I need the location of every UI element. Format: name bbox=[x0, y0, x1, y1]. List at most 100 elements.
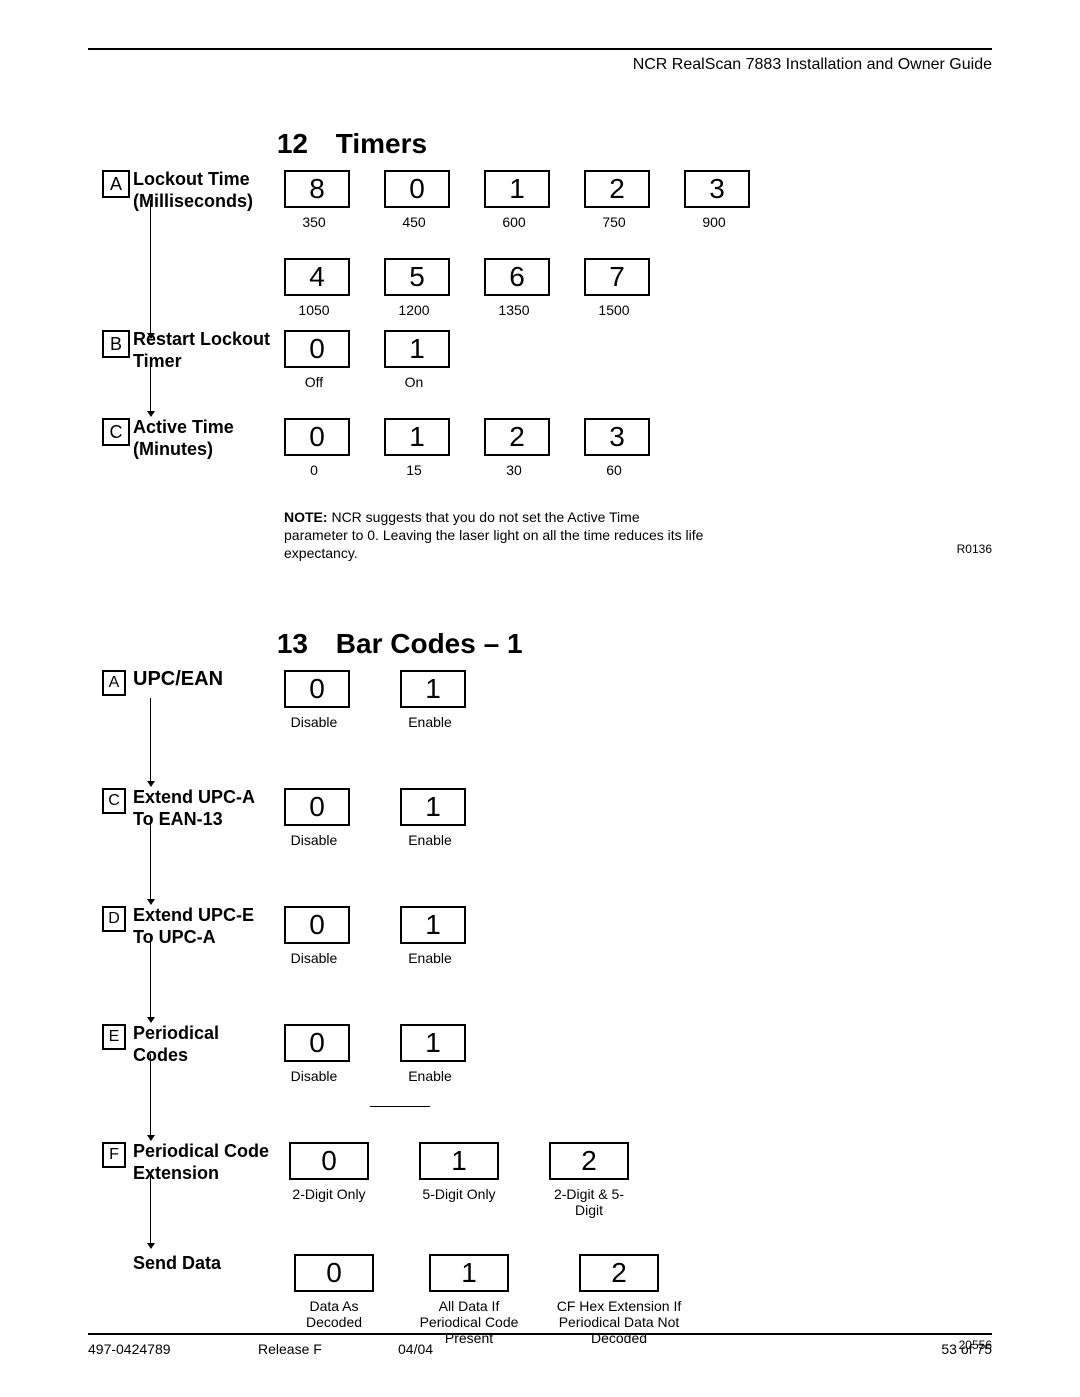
opt-sub: 5-Digit Only bbox=[414, 1180, 504, 1202]
connector bbox=[150, 936, 151, 1022]
opt-sub: 2-Digit & 5-Digit bbox=[544, 1180, 634, 1218]
footer-page: 53 of 75 bbox=[538, 1341, 992, 1357]
section-12-B-label: Restart Lockout Timer bbox=[133, 328, 278, 372]
opt-box: 1 bbox=[384, 418, 450, 456]
section-13-F-label: Periodical Code Extension bbox=[133, 1140, 278, 1184]
opt-sub: 1500 bbox=[584, 296, 644, 318]
section-13-name: Bar Codes – 1 bbox=[316, 628, 523, 659]
section-13-A-label: UPC/EAN bbox=[133, 668, 278, 690]
section-12-note-block: NOTE: NCR suggests that you do not set t… bbox=[284, 508, 704, 562]
opt-sub: 30 bbox=[484, 456, 544, 478]
section-12-A-options-line1: 8350 0450 1600 2750 3900 bbox=[284, 170, 744, 230]
opt-sub: 1200 bbox=[384, 296, 444, 318]
note-bold: NOTE: bbox=[284, 509, 328, 525]
opt-sub: Disable bbox=[284, 944, 344, 966]
opt-sub: Enable bbox=[400, 1062, 460, 1084]
footer-release: Release F bbox=[258, 1341, 398, 1357]
section-12-A-options-line2: 41050 51200 61350 71500 bbox=[284, 258, 644, 318]
note-text: NCR suggests that you do not set the Act… bbox=[284, 509, 703, 561]
header-text: NCR RealScan 7883 Installation and Owner… bbox=[88, 50, 992, 74]
section-13-A-options: 0Disable 1Enable bbox=[284, 670, 460, 730]
opt-sub: Data As Decoded bbox=[284, 1292, 384, 1330]
opt-sub: 600 bbox=[484, 208, 544, 230]
opt-sub: 350 bbox=[284, 208, 344, 230]
section-12-title: 12 Timers bbox=[248, 128, 427, 160]
section-12-C-options: 00 115 230 360 bbox=[284, 418, 644, 478]
section-13-D-letter: D bbox=[102, 906, 126, 932]
opt-box: 1 bbox=[429, 1254, 509, 1292]
opt-box: 0 bbox=[289, 1142, 369, 1180]
opt-box: 2 bbox=[549, 1142, 629, 1180]
section-13-C-options: 0Disable 1Enable bbox=[284, 788, 460, 848]
section-12-A-letter: A bbox=[102, 170, 130, 198]
opt-box: 1 bbox=[400, 1024, 466, 1062]
opt-sub: 1050 bbox=[284, 296, 344, 318]
footer-date: 04/04 bbox=[398, 1341, 538, 1357]
connector bbox=[150, 818, 151, 904]
opt-box: 0 bbox=[284, 330, 350, 368]
section-12-num: 12 bbox=[248, 128, 308, 160]
opt-sub: Disable bbox=[284, 708, 344, 730]
page-footer: 497-0424789 Release F 04/04 53 of 75 bbox=[88, 1333, 992, 1357]
opt-box: 3 bbox=[584, 418, 650, 456]
section-13-C-label: Extend UPC-A To EAN-13 bbox=[133, 786, 278, 830]
section-12-C-label: Active Time (Minutes) bbox=[133, 416, 278, 460]
opt-sub: 450 bbox=[384, 208, 444, 230]
opt-box: 0 bbox=[284, 418, 350, 456]
opt-box: 7 bbox=[584, 258, 650, 296]
section-12-name: Timers bbox=[316, 128, 427, 159]
opt-sub: Enable bbox=[400, 826, 460, 848]
section-13-SD-label: Send Data bbox=[133, 1252, 278, 1274]
section-13-title: 13 Bar Codes – 1 bbox=[248, 628, 523, 660]
opt-sub: 2-Digit Only bbox=[284, 1180, 374, 1202]
opt-box: 0 bbox=[294, 1254, 374, 1292]
section-13-C-letter: C bbox=[102, 788, 126, 814]
section-12-B-letter: B bbox=[102, 330, 130, 358]
opt-sub: 1350 bbox=[484, 296, 544, 318]
opt-box: 2 bbox=[584, 170, 650, 208]
opt-box: 8 bbox=[284, 170, 350, 208]
section-13-D-options: 0Disable 1Enable bbox=[284, 906, 460, 966]
opt-box: 4 bbox=[284, 258, 350, 296]
opt-sub: Off bbox=[284, 368, 344, 390]
opt-sub: Enable bbox=[400, 708, 460, 730]
connector bbox=[150, 698, 151, 786]
section-13-F-options: 02-Digit Only 15-Digit Only 22-Digit & 5… bbox=[284, 1142, 634, 1218]
opt-sub: 900 bbox=[684, 208, 744, 230]
section-13-D-label: Extend UPC-E To UPC-A bbox=[133, 904, 278, 948]
opt-box: 0 bbox=[284, 788, 350, 826]
section-13-num: 13 bbox=[248, 628, 308, 660]
opt-box: 1 bbox=[484, 170, 550, 208]
opt-box: 1 bbox=[400, 670, 466, 708]
section-12-B-options: 0Off 1On bbox=[284, 330, 444, 390]
section-13-E-label: Periodical Codes bbox=[133, 1022, 278, 1066]
section-13-E-letter: E bbox=[102, 1024, 126, 1050]
opt-box: 1 bbox=[384, 330, 450, 368]
footer-docnum: 497-0424789 bbox=[88, 1341, 258, 1357]
opt-box: 0 bbox=[384, 170, 450, 208]
connector bbox=[150, 1054, 151, 1140]
opt-box: 0 bbox=[284, 1024, 350, 1062]
section-13-F-letter: F bbox=[102, 1142, 126, 1168]
opt-sub: Disable bbox=[284, 826, 344, 848]
opt-box: 2 bbox=[579, 1254, 659, 1292]
opt-box: 1 bbox=[400, 788, 466, 826]
section-13-A-letter: A bbox=[102, 670, 126, 696]
section-12-note: NOTE: NCR suggests that you do not set t… bbox=[284, 508, 704, 562]
opt-sub: 0 bbox=[284, 456, 344, 478]
opt-box: 1 bbox=[419, 1142, 499, 1180]
opt-sub: 60 bbox=[584, 456, 644, 478]
opt-box: 2 bbox=[484, 418, 550, 456]
opt-sub: On bbox=[384, 368, 444, 390]
connector bbox=[150, 1174, 151, 1248]
opt-box: 3 bbox=[684, 170, 750, 208]
section-13-E-options: 0Disable 1Enable bbox=[284, 1024, 460, 1084]
opt-sub: Disable bbox=[284, 1062, 344, 1084]
opt-box: 6 bbox=[484, 258, 550, 296]
section-12-rev: R0136 bbox=[957, 542, 992, 556]
section-12-C-letter: C bbox=[102, 418, 130, 446]
opt-sub: 15 bbox=[384, 456, 444, 478]
opt-sub: Enable bbox=[400, 944, 460, 966]
opt-sub: 750 bbox=[584, 208, 644, 230]
opt-box: 0 bbox=[284, 670, 350, 708]
